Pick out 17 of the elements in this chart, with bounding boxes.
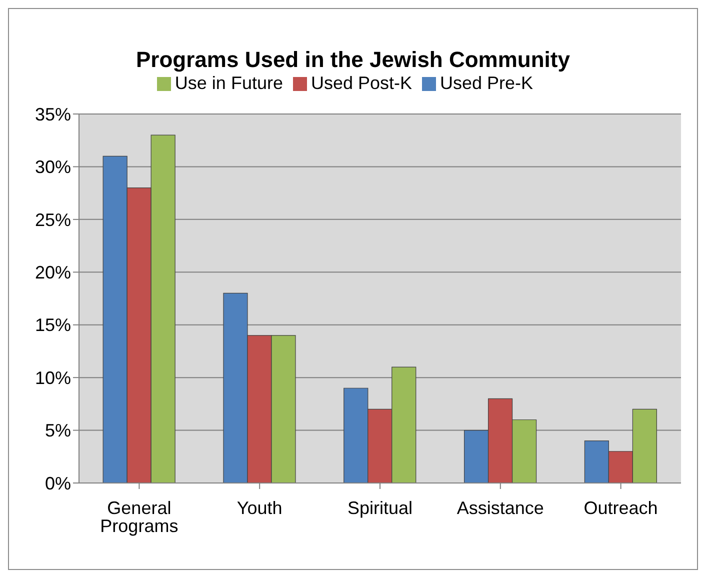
x-tick-label: Assistance bbox=[456, 498, 544, 518]
y-tick-label: 25% bbox=[34, 210, 71, 230]
y-tick-label: 30% bbox=[34, 157, 71, 178]
x-tick-label: Spiritual bbox=[347, 498, 413, 518]
y-tick-label: 0% bbox=[44, 473, 71, 494]
legend-label: Used Pre-K bbox=[440, 73, 534, 93]
x-tick-label: Outreach bbox=[584, 498, 658, 518]
x-tick-label: General Programs bbox=[100, 498, 178, 536]
chart-title: Programs Used in the Jewish Community bbox=[135, 46, 571, 73]
legend-label: Use in Future bbox=[174, 73, 283, 93]
y-tick-label: 15% bbox=[34, 315, 71, 336]
y-tick-label: 35% bbox=[34, 104, 71, 124]
legend-label: Used Post-K bbox=[310, 73, 412, 93]
x-tick-label: Youth bbox=[236, 498, 282, 518]
y-tick-label: 5% bbox=[44, 420, 71, 441]
y-tick-label: 20% bbox=[34, 262, 71, 283]
y-tick-label: 10% bbox=[34, 368, 71, 388]
